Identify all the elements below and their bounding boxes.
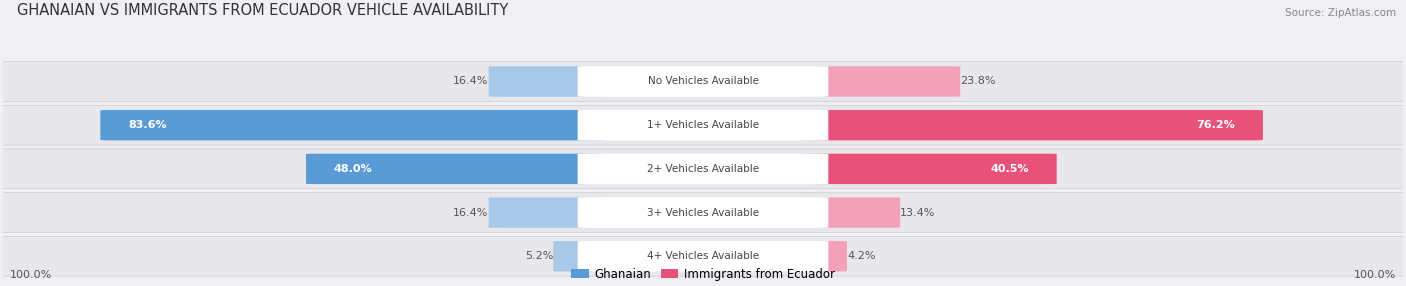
Text: 83.6%: 83.6% — [128, 120, 167, 130]
FancyBboxPatch shape — [800, 241, 846, 271]
Text: 100.0%: 100.0% — [1354, 270, 1396, 280]
FancyBboxPatch shape — [0, 193, 1406, 233]
FancyBboxPatch shape — [0, 237, 1406, 276]
FancyBboxPatch shape — [0, 105, 1406, 145]
Text: 4+ Vehicles Available: 4+ Vehicles Available — [647, 251, 759, 261]
Text: 5.2%: 5.2% — [524, 251, 553, 261]
Text: 2+ Vehicles Available: 2+ Vehicles Available — [647, 164, 759, 174]
Text: 13.4%: 13.4% — [900, 208, 935, 218]
FancyBboxPatch shape — [578, 110, 828, 140]
FancyBboxPatch shape — [488, 66, 606, 97]
Text: 16.4%: 16.4% — [453, 208, 488, 218]
FancyBboxPatch shape — [488, 197, 606, 228]
FancyBboxPatch shape — [578, 66, 828, 97]
FancyBboxPatch shape — [0, 61, 1406, 101]
Text: 1+ Vehicles Available: 1+ Vehicles Available — [647, 120, 759, 130]
Text: Source: ZipAtlas.com: Source: ZipAtlas.com — [1285, 8, 1396, 18]
Legend: Ghanaian, Immigrants from Ecuador: Ghanaian, Immigrants from Ecuador — [567, 263, 839, 285]
Text: 4.2%: 4.2% — [846, 251, 876, 261]
FancyBboxPatch shape — [578, 241, 828, 272]
Text: 76.2%: 76.2% — [1197, 120, 1234, 130]
Text: 16.4%: 16.4% — [453, 76, 488, 86]
Text: 48.0%: 48.0% — [335, 164, 373, 174]
FancyBboxPatch shape — [578, 154, 828, 184]
Text: 3+ Vehicles Available: 3+ Vehicles Available — [647, 208, 759, 218]
FancyBboxPatch shape — [800, 154, 1057, 184]
FancyBboxPatch shape — [800, 197, 900, 228]
Text: GHANAIAN VS IMMIGRANTS FROM ECUADOR VEHICLE AVAILABILITY: GHANAIAN VS IMMIGRANTS FROM ECUADOR VEHI… — [17, 3, 508, 18]
Text: 40.5%: 40.5% — [990, 164, 1029, 174]
FancyBboxPatch shape — [800, 110, 1263, 140]
Text: No Vehicles Available: No Vehicles Available — [648, 76, 758, 86]
FancyBboxPatch shape — [0, 149, 1406, 189]
FancyBboxPatch shape — [578, 197, 828, 228]
FancyBboxPatch shape — [800, 66, 960, 97]
Text: 100.0%: 100.0% — [10, 270, 52, 280]
FancyBboxPatch shape — [100, 110, 606, 140]
FancyBboxPatch shape — [553, 241, 606, 271]
Text: 23.8%: 23.8% — [960, 76, 995, 86]
FancyBboxPatch shape — [307, 154, 606, 184]
